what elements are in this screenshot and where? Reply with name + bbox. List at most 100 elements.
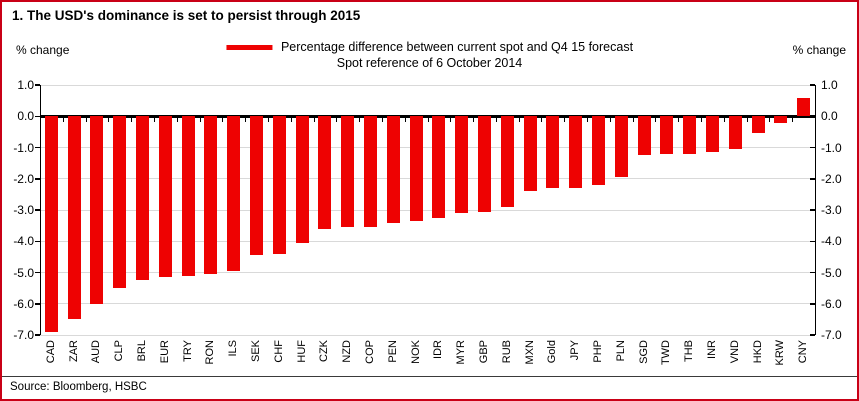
x-label-NOK: NOK	[409, 340, 422, 364]
category-tick	[701, 117, 703, 122]
x-label-SEK: SEK	[250, 340, 263, 363]
x-label-HKD: HKD	[751, 340, 764, 364]
category-tick	[564, 117, 566, 122]
x-label-COP: COP	[364, 340, 376, 364]
right-y-tick-label: -2.0	[821, 171, 842, 186]
bar-HKD	[751, 116, 765, 134]
bar-CHF	[272, 116, 286, 254]
right-axis-line	[814, 85, 816, 335]
left-axis-tick	[35, 209, 40, 211]
bar-MXN	[523, 116, 537, 192]
right-y-tick-label: -7.0	[821, 328, 842, 342]
left-axis-tick	[35, 84, 40, 86]
right-y-tick-label: -6.0	[821, 296, 842, 311]
x-label-CNY: CNY	[797, 340, 810, 364]
left-y-tick-label: 1.0	[17, 78, 34, 92]
legend-line-marker-icon	[225, 45, 272, 50]
x-label-JPY: JPY	[569, 340, 582, 361]
right-axis-tick	[810, 209, 815, 211]
legend-row: Percentage difference between current sp…	[225, 40, 633, 55]
right-axis-tick	[810, 240, 815, 242]
category-tick	[108, 117, 110, 122]
category-tick	[290, 117, 292, 122]
x-label-IDR: IDR	[432, 340, 445, 359]
right-y-tick-label: 0.0	[821, 109, 838, 124]
bar-ILS	[227, 116, 241, 271]
right-axis-tick	[810, 303, 815, 305]
left-axis-tick	[35, 146, 40, 149]
category-tick	[541, 117, 543, 122]
bar-RUB	[500, 116, 514, 207]
bar-SEK	[250, 116, 264, 256]
bar-PHP	[591, 116, 605, 185]
right-y-tick-label: -1.0	[821, 140, 842, 155]
bar-IDR	[432, 116, 446, 218]
bar-THB	[683, 116, 697, 154]
x-label-HUF: HUF	[295, 340, 308, 363]
category-tick	[359, 117, 361, 122]
left-axis-tick	[35, 240, 40, 242]
category-tick	[267, 117, 269, 122]
bar-NZD	[341, 116, 355, 228]
category-tick	[176, 117, 178, 122]
right-axis-tick	[810, 334, 815, 336]
left-y-tick-label: -4.0	[13, 234, 34, 249]
x-label-KRW: KRW	[774, 340, 787, 366]
category-tick	[518, 117, 520, 122]
x-label-PEN: PEN	[386, 340, 399, 363]
x-label-CZK: CZK	[318, 340, 331, 362]
category-tick	[655, 117, 657, 122]
right-y-tick-label: -5.0	[821, 265, 842, 280]
bar-GBP	[477, 116, 491, 212]
right-axis-tick	[810, 178, 815, 180]
bar-RON	[204, 116, 218, 275]
bar-PLN	[614, 116, 628, 178]
bar-COP	[364, 116, 377, 228]
left-axis-tick	[35, 303, 40, 305]
x-label-MXN: MXN	[523, 340, 536, 365]
right-y-tick-label: -4.0	[821, 234, 842, 249]
x-label-SGD: SGD	[637, 340, 650, 364]
category-tick	[632, 117, 634, 122]
x-label-RON: RON	[204, 340, 217, 365]
category-tick	[245, 117, 247, 122]
left-axis-tick	[35, 178, 40, 180]
bar-INR	[705, 116, 719, 153]
category-tick	[427, 117, 429, 122]
right-axis-unit-label: % change	[792, 43, 846, 57]
x-label-INR: INR	[705, 340, 718, 359]
x-label-RUB: RUB	[500, 340, 513, 364]
bar-CLP	[113, 116, 127, 289]
x-label-NZD: NZD	[341, 340, 354, 363]
category-tick	[199, 117, 201, 122]
bar-JPY	[569, 116, 583, 189]
right-axis-tick	[810, 271, 815, 274]
x-label-CAD: CAD	[44, 340, 57, 364]
right-axis-tick	[810, 146, 815, 149]
left-y-tick-label: -3.0	[13, 203, 34, 217]
bar-EUR	[158, 116, 172, 278]
x-label-CHF: CHF	[272, 340, 285, 363]
source-divider	[2, 376, 857, 377]
bar-BRL	[136, 116, 150, 281]
left-axis-tick	[35, 334, 40, 336]
category-tick	[450, 117, 452, 122]
y-gridline	[40, 147, 815, 148]
x-label-CLP: CLP	[113, 340, 126, 362]
bar-TWD	[660, 116, 674, 154]
category-tick	[153, 117, 155, 122]
category-tick	[746, 117, 748, 122]
x-label-Gold: Gold	[546, 340, 559, 364]
category-tick	[587, 117, 589, 122]
category-tick	[222, 117, 224, 122]
bar-TRY	[181, 116, 195, 276]
y-gridline	[40, 334, 815, 336]
category-tick	[381, 117, 383, 122]
x-label-PHP: PHP	[591, 340, 604, 363]
legend: Percentage difference between current sp…	[225, 40, 633, 71]
y-gridline	[40, 303, 815, 305]
x-label-VND: VND	[728, 340, 741, 364]
bar-SGD	[637, 116, 651, 156]
bar-VND	[728, 116, 742, 150]
bar-Gold	[546, 116, 560, 189]
